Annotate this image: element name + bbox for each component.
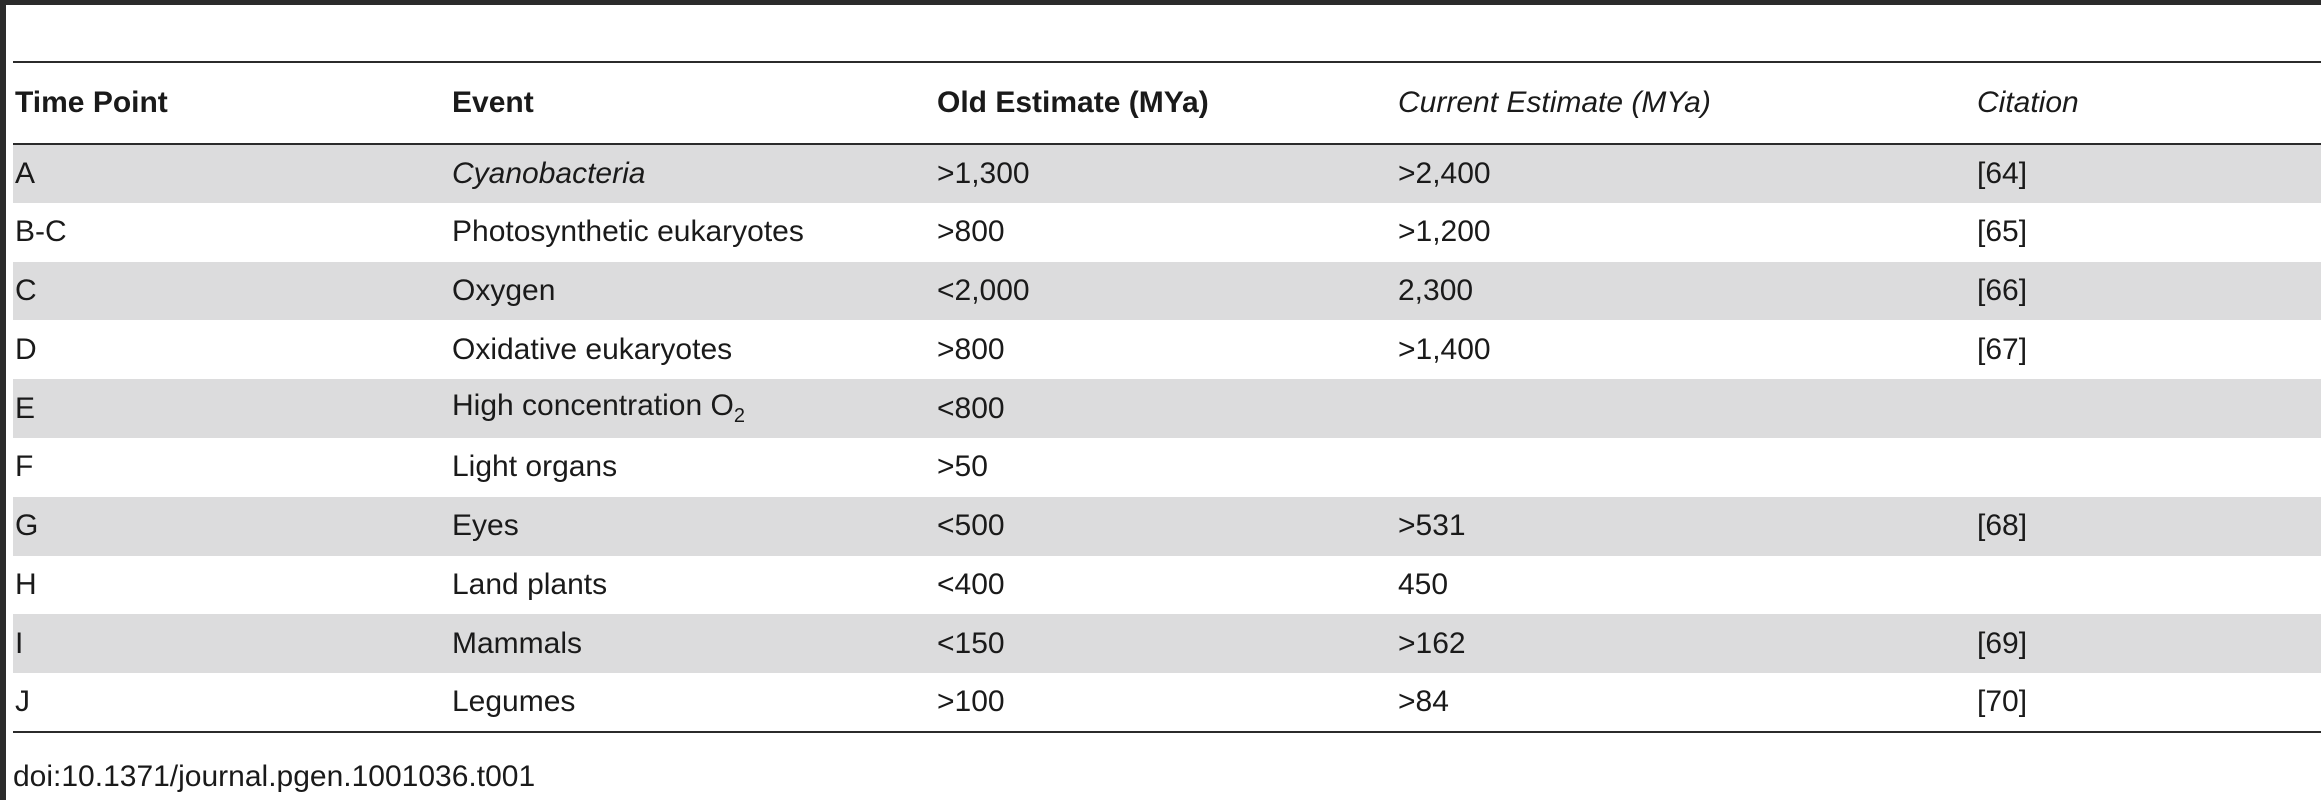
estimates-table: Time Point Event Old Estimate (MYa) Curr… (13, 61, 2321, 733)
table-row: I Mammals <150 >162 [69] (13, 614, 2321, 674)
cell-current-estimate: >531 (1398, 509, 1466, 543)
cell-old-estimate: <800 (937, 391, 1005, 425)
cell-event: Mammals (452, 626, 583, 660)
cell-event: High concentration O2 (450, 379, 935, 438)
cell-event: Oxygen (452, 273, 556, 307)
cell-old-estimate: >800 (937, 215, 1005, 249)
cell-citation: [70] (1977, 685, 2028, 719)
cell-time-point: G (15, 509, 39, 543)
top-border-rule (0, 0, 2321, 5)
header-event: Event (452, 86, 534, 119)
doi-link[interactable]: doi:10.1371/journal.pgen.1001036.t001 (13, 760, 536, 793)
cell-event: Cyanobacteria (452, 156, 646, 190)
table-row: E High concentration O2 <800 (13, 379, 2321, 438)
cell-current-estimate: >162 (1398, 626, 1466, 660)
cell-old-estimate: >50 (937, 450, 988, 484)
cell-citation (1975, 438, 2321, 497)
cell-current-estimate: 2,300 (1398, 273, 1474, 307)
cell-old-estimate: >100 (937, 685, 1005, 719)
cell-citation: [66] (1977, 273, 2028, 307)
cell-old-estimate: >1,300 (937, 156, 1030, 190)
cell-current-estimate (1396, 379, 1975, 438)
left-border-rule (0, 0, 6, 800)
cell-time-point: D (15, 332, 37, 366)
cell-citation (1975, 556, 2321, 615)
estimates-table-container: Time Point Event Old Estimate (MYa) Curr… (13, 61, 2321, 733)
cell-time-point: B-C (15, 215, 67, 249)
cell-time-point: A (15, 156, 36, 190)
cell-event: Eyes (452, 509, 519, 543)
header-old-estimate: Old Estimate (MYa) (937, 86, 1209, 119)
table-row: D Oxidative eukaryotes >800 >1,400 [67] (13, 320, 2321, 379)
cell-citation (1975, 379, 2321, 438)
cell-current-estimate: 450 (1398, 567, 1449, 601)
cell-current-estimate (1396, 438, 1975, 497)
table-row: H Land plants <400 450 (13, 556, 2321, 615)
table-row: F Light organs >50 (13, 438, 2321, 497)
cell-citation: [65] (1977, 215, 2028, 249)
event-subscript: 2 (733, 405, 745, 428)
cell-time-point: E (15, 391, 36, 425)
cell-old-estimate: <500 (937, 509, 1005, 543)
header-time-point: Time Point (15, 86, 168, 119)
table-header-row: Time Point Event Old Estimate (MYa) Curr… (13, 62, 2321, 144)
table-row: G Eyes <500 >531 [68] (13, 496, 2321, 556)
cell-time-point: H (15, 567, 37, 601)
cell-time-point: J (15, 685, 30, 719)
header-citation: Citation (1977, 86, 2079, 119)
cell-time-point: C (15, 273, 37, 307)
table-row: C Oxygen <2,000 2,300 [66] (13, 261, 2321, 321)
cell-current-estimate: >1,200 (1398, 215, 1491, 249)
cell-event: Light organs (452, 450, 618, 484)
cell-citation: [64] (1977, 156, 2028, 190)
event-text: High concentration O (452, 389, 734, 423)
cell-old-estimate: <150 (937, 626, 1005, 660)
cell-time-point: I (15, 626, 24, 660)
header-current-estimate: Current Estimate (MYa) (1398, 86, 1711, 119)
table-row: J Legumes >100 >84 [70] (13, 673, 2321, 732)
cell-old-estimate: >800 (937, 332, 1005, 366)
cell-citation: [67] (1977, 332, 2028, 366)
cell-old-estimate: <400 (937, 567, 1005, 601)
cell-event: Land plants (452, 567, 608, 601)
cell-time-point: F (15, 450, 34, 484)
table-row: B-C Photosynthetic eukaryotes >800 >1,20… (13, 203, 2321, 262)
cell-event: Photosynthetic eukaryotes (452, 215, 804, 249)
cell-citation: [68] (1977, 509, 2028, 543)
table-row: A Cyanobacteria >1,300 >2,400 [64] (13, 144, 2321, 203)
cell-current-estimate: >1,400 (1398, 332, 1491, 366)
cell-current-estimate: >2,400 (1398, 156, 1491, 190)
cell-event: Oxidative eukaryotes (452, 332, 733, 366)
cell-old-estimate: <2,000 (937, 273, 1030, 307)
cell-citation: [69] (1977, 626, 2028, 660)
cell-current-estimate: >84 (1398, 685, 1449, 719)
cell-event: Legumes (452, 685, 576, 719)
